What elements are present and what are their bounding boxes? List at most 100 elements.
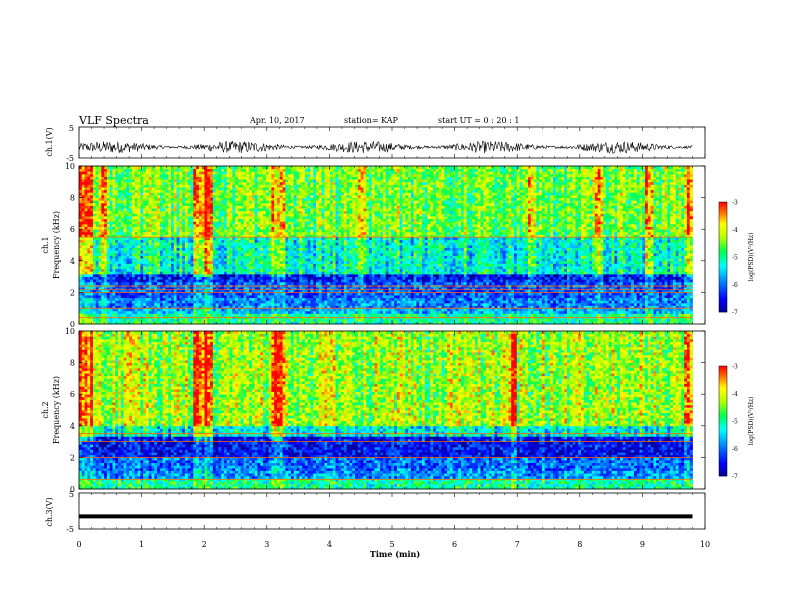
spectrogram-cell xyxy=(204,208,208,212)
spectrogram-cell xyxy=(148,187,152,191)
spectrogram-cell xyxy=(154,297,158,301)
spectrogram-cell xyxy=(112,281,116,285)
spectrogram-cell xyxy=(148,305,152,309)
spectrogram-cell xyxy=(263,202,267,206)
spectrogram-cell xyxy=(193,318,197,322)
spectrogram-cell xyxy=(101,268,105,272)
spectrogram-cell xyxy=(260,197,264,201)
spectrogram-cell xyxy=(279,258,283,262)
spectrogram-cell xyxy=(90,310,94,314)
spectrogram-cell xyxy=(224,173,228,177)
spectrogram-cell xyxy=(115,266,119,270)
spectrogram-cell xyxy=(176,300,180,304)
spectrogram-cell xyxy=(279,281,283,285)
spectrogram-cell xyxy=(260,268,264,272)
spectrogram-cell xyxy=(212,234,217,238)
spectrogram-cell xyxy=(84,289,88,293)
spectrogram-cell xyxy=(131,176,136,180)
spectrogram-cell xyxy=(249,171,253,175)
spectrogram-cell xyxy=(271,237,275,241)
spectrogram-cell xyxy=(198,281,203,285)
spectrogram-cell xyxy=(243,289,247,293)
spectrogram-cell xyxy=(131,260,136,264)
spectrogram-cell xyxy=(129,218,133,222)
spectrogram-cell xyxy=(106,279,111,283)
spectrogram-cell xyxy=(204,302,208,306)
spectrogram-cell xyxy=(265,245,270,249)
spectrogram-cell xyxy=(143,266,147,270)
spectrogram-cell xyxy=(246,321,250,325)
spectrogram-cell xyxy=(296,239,300,243)
spectrogram-cell xyxy=(274,226,278,230)
spectrogram-cell xyxy=(257,187,261,191)
spectrogram-cell xyxy=(218,223,222,227)
spectrogram-cell xyxy=(129,300,133,304)
spectrogram-cell xyxy=(143,168,147,172)
spectrogram-cell xyxy=(182,179,186,183)
spectrogram-cell xyxy=(215,263,219,267)
spectrogram-cell xyxy=(190,179,194,183)
spectrogram-cell xyxy=(173,221,177,225)
spectrogram-cell xyxy=(251,237,256,241)
spectrogram-cell xyxy=(204,250,208,254)
spectrogram-cell xyxy=(159,263,164,267)
spectrogram-cell xyxy=(204,297,208,301)
spectrogram-cell xyxy=(212,247,217,251)
spectrogram-cell xyxy=(184,226,189,230)
spectrogram-cell xyxy=(215,268,219,272)
spectrogram-cell xyxy=(109,194,113,198)
spectrogram-cell xyxy=(81,260,85,264)
spectrogram-cell xyxy=(90,302,94,306)
spectrogram-cell xyxy=(288,297,292,301)
spectrogram-cell xyxy=(87,321,91,325)
spectrogram-cell xyxy=(182,229,186,233)
spectrogram-cell xyxy=(288,223,292,227)
spectrogram-cell xyxy=(157,276,161,280)
spectrogram-cell xyxy=(118,194,122,198)
spectrogram-cell xyxy=(296,276,300,280)
spectrogram-cell xyxy=(90,242,94,246)
spectrogram-cell xyxy=(293,226,297,230)
spectrogram-cell xyxy=(157,300,161,304)
spectrogram-cell xyxy=(204,313,208,317)
spectrogram-cell xyxy=(251,292,256,296)
spectrogram-cell xyxy=(276,226,281,230)
spectrogram-cell xyxy=(171,305,175,309)
spectrogram-cell xyxy=(129,179,133,183)
spectrogram-cell xyxy=(193,271,197,275)
spectrogram-cell xyxy=(81,192,85,196)
spectrogram-cell xyxy=(288,234,292,238)
spectrogram-cell xyxy=(176,266,180,270)
spectrogram-cell xyxy=(118,226,122,230)
spectrogram-cell xyxy=(148,292,152,296)
spectrogram-cell xyxy=(240,168,244,172)
spectrogram-cell xyxy=(81,239,85,243)
spectrogram-cell xyxy=(204,221,208,225)
spectrogram-cell xyxy=(260,281,264,285)
spectrogram-cell xyxy=(232,229,236,233)
spectrogram-cell xyxy=(293,197,297,201)
spectrogram-cell xyxy=(134,247,138,251)
spectrogram-cell xyxy=(290,263,295,267)
spectrogram-cell xyxy=(221,181,225,185)
spectrogram-cell xyxy=(212,229,217,233)
spectrogram-cell xyxy=(276,176,281,180)
spectrogram-cell xyxy=(151,242,155,246)
spectrogram-cell xyxy=(299,321,303,325)
spectrogram-cell xyxy=(154,210,158,214)
spectrogram-cell xyxy=(260,210,264,214)
spectrogram-cell xyxy=(254,166,258,170)
spectrogram-cell xyxy=(249,213,253,217)
spectrogram-cell xyxy=(79,250,83,254)
spectrogram-cell xyxy=(232,194,236,198)
spectrogram-cell xyxy=(79,200,83,204)
spectrogram-cell xyxy=(201,223,205,227)
spectrogram-cell xyxy=(154,252,158,256)
spectrogram-cell xyxy=(145,318,150,322)
spectrogram-cell xyxy=(271,171,275,175)
spectrogram-cell xyxy=(120,263,125,267)
spectrogram-cell xyxy=(243,187,247,191)
spectrogram-cell xyxy=(296,281,300,285)
spectrogram-cell xyxy=(134,252,138,256)
spectrogram-cell xyxy=(229,176,233,180)
